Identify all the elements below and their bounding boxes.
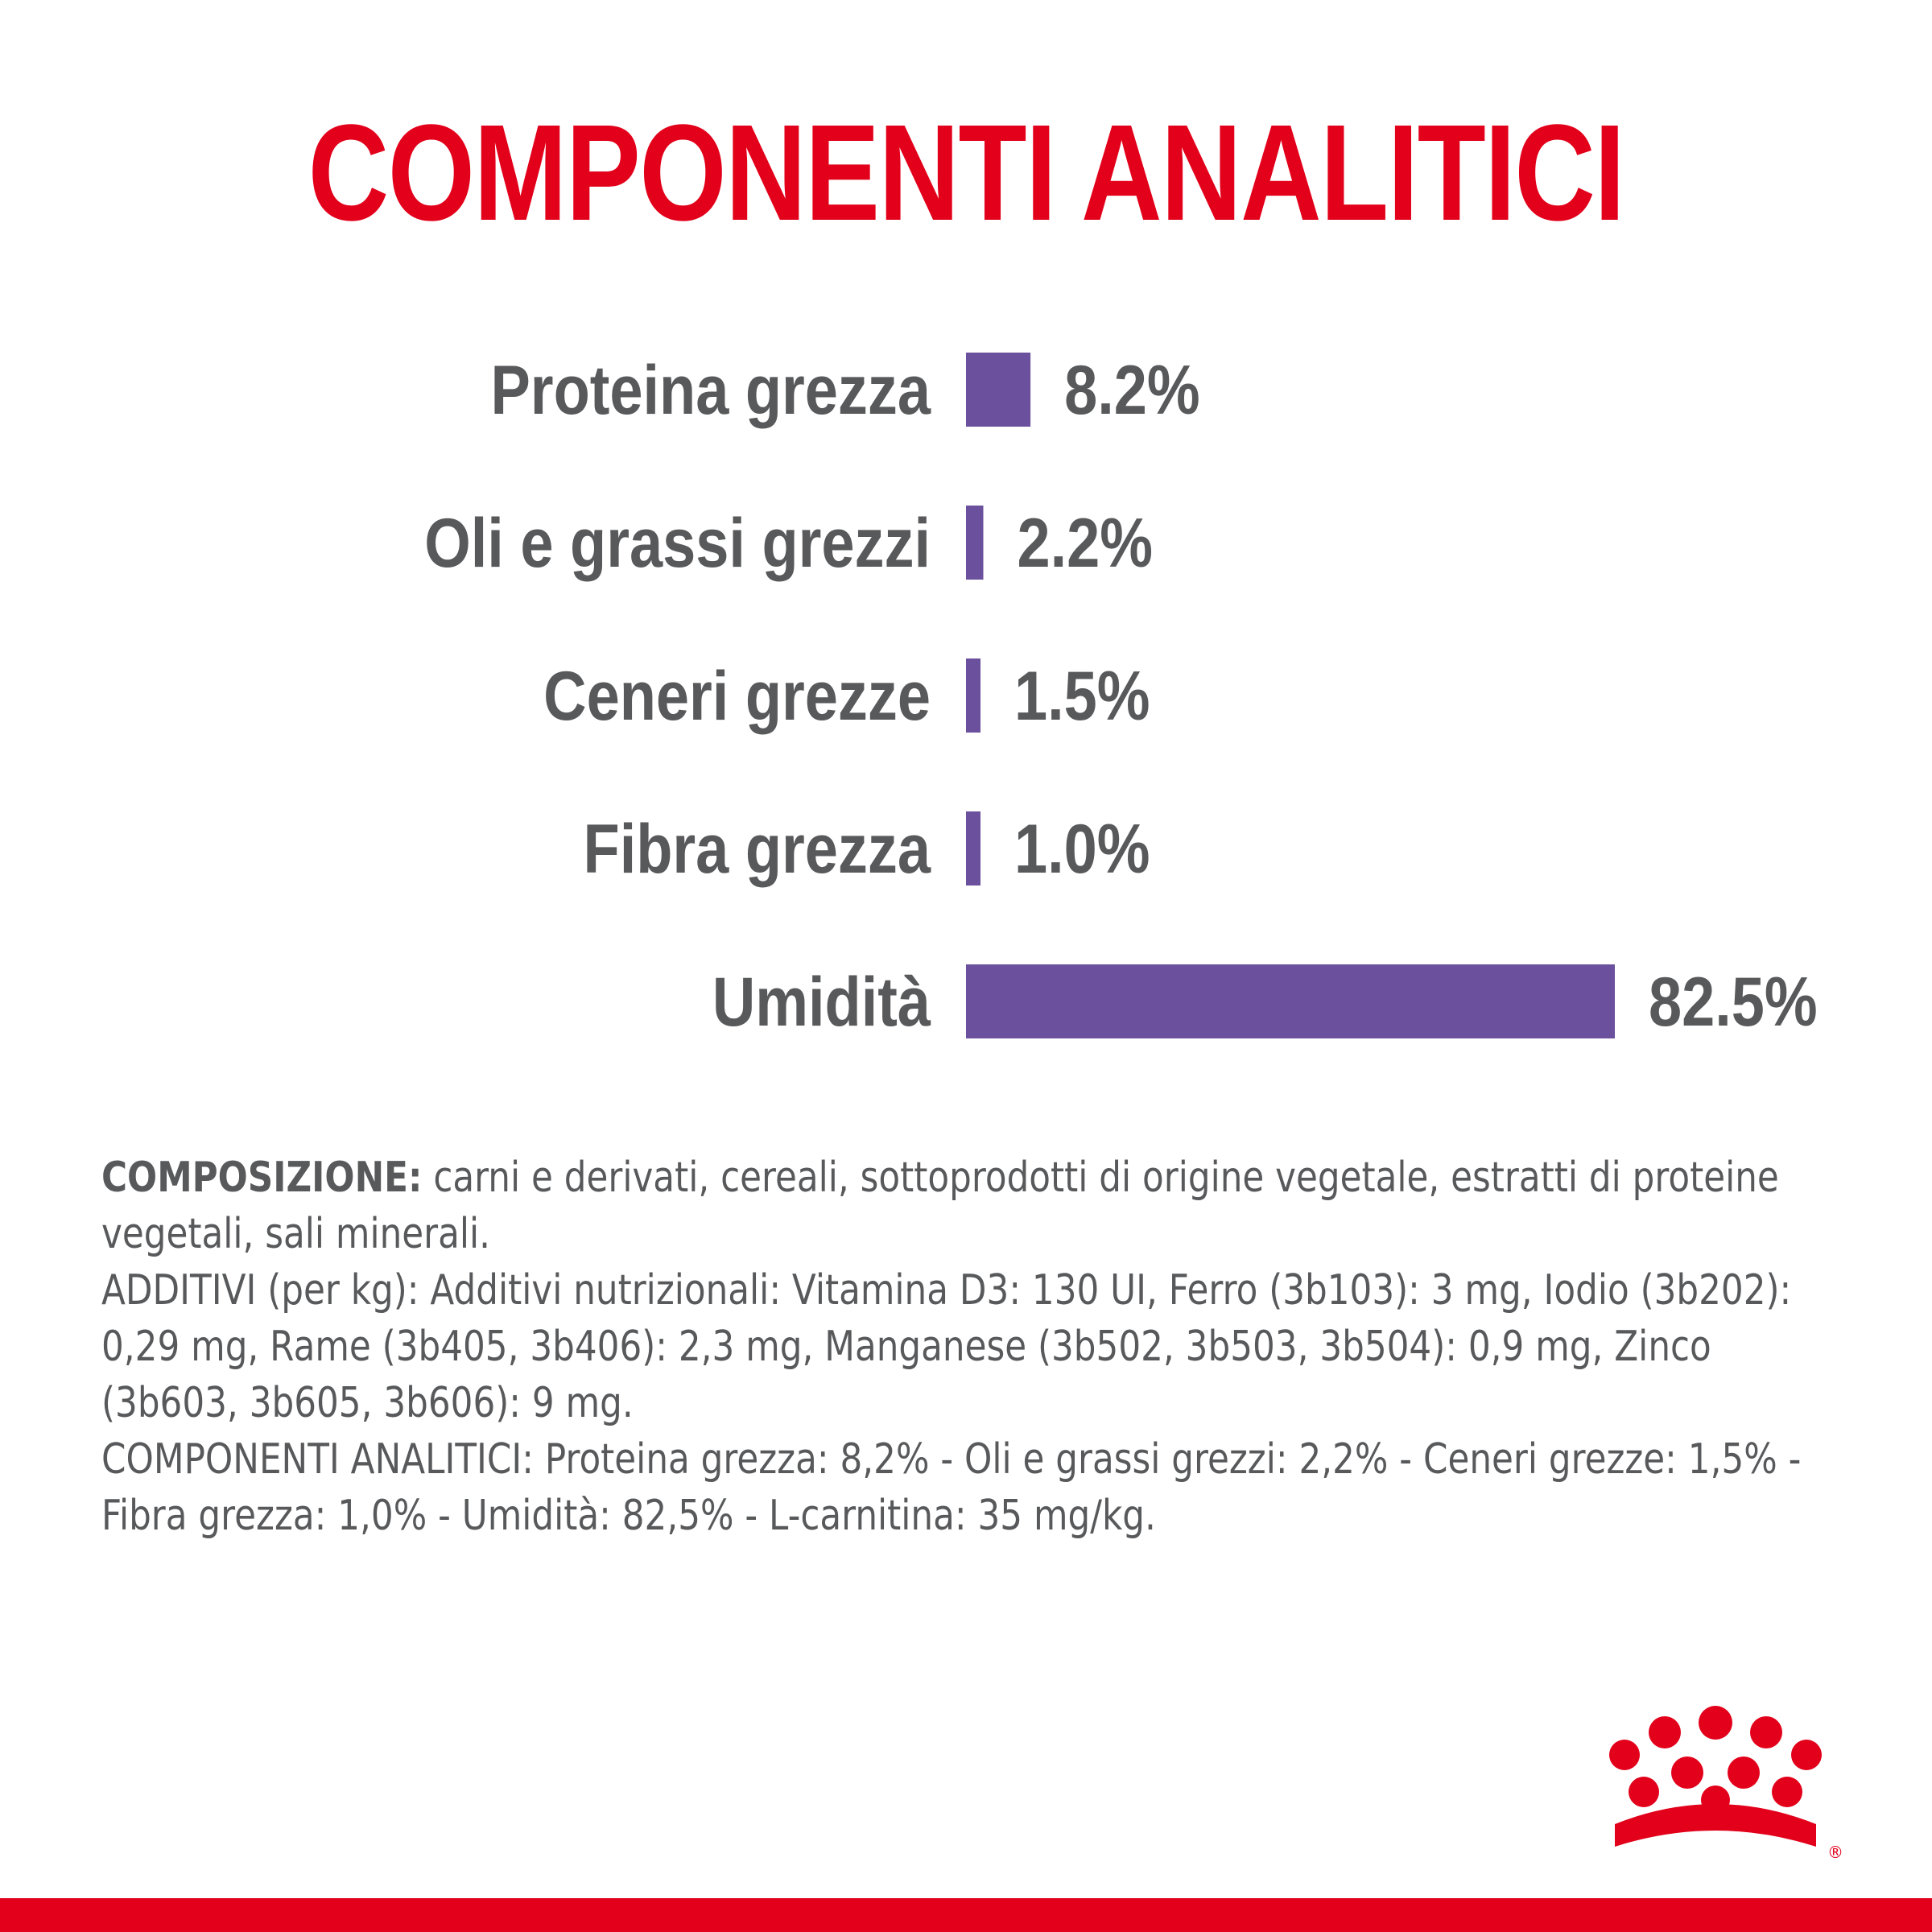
crown-logo-icon: ® bbox=[1609, 1706, 1843, 1862]
composition-paragraph: COMPOSIZIONE: carni e derivati, cereali,… bbox=[101, 1150, 1846, 1262]
value-label: 2.2% bbox=[1017, 504, 1153, 582]
value-label: 1.0% bbox=[1014, 810, 1150, 888]
value-label: 8.2% bbox=[1064, 351, 1200, 429]
category-label: Oli e grassi grezzi bbox=[424, 504, 931, 582]
additives-paragraph: ADDITIVI (per kg): Additivi nutrizionali… bbox=[101, 1266, 1792, 1427]
category-label: Proteina grezza bbox=[490, 351, 931, 429]
composition-text: COMPOSIZIONE: carni e derivati, cereali,… bbox=[101, 1150, 1846, 1544]
bar bbox=[966, 506, 984, 580]
analytics-paragraph: COMPONENTI ANALITICI: Proteina grezza: 8… bbox=[101, 1435, 1802, 1540]
footer-brand-bar bbox=[0, 1898, 1932, 1932]
page-title: COMPONENTI ANALITICI bbox=[308, 97, 1625, 250]
bar bbox=[966, 658, 980, 733]
value-label: 82.5% bbox=[1649, 963, 1818, 1041]
category-label: Umidità bbox=[712, 963, 931, 1041]
bar bbox=[966, 353, 1031, 427]
bar bbox=[966, 811, 980, 886]
nutrient-bar-chart: Proteina grezza 8.2% Oli e grassi grezzi 2.… bbox=[424, 351, 1818, 1041]
composition-ingredients: carni e derivati, cereali, sottoprodotti… bbox=[101, 1154, 1779, 1258]
category-label: Fibra grezza bbox=[584, 810, 932, 888]
composition-label: COMPOSIZIONE: bbox=[101, 1154, 423, 1202]
registered-mark: ® bbox=[1827, 1843, 1843, 1862]
category-label: Ceneri grezze bbox=[543, 657, 931, 735]
bar bbox=[966, 964, 1615, 1038]
value-label: 1.5% bbox=[1014, 657, 1150, 735]
